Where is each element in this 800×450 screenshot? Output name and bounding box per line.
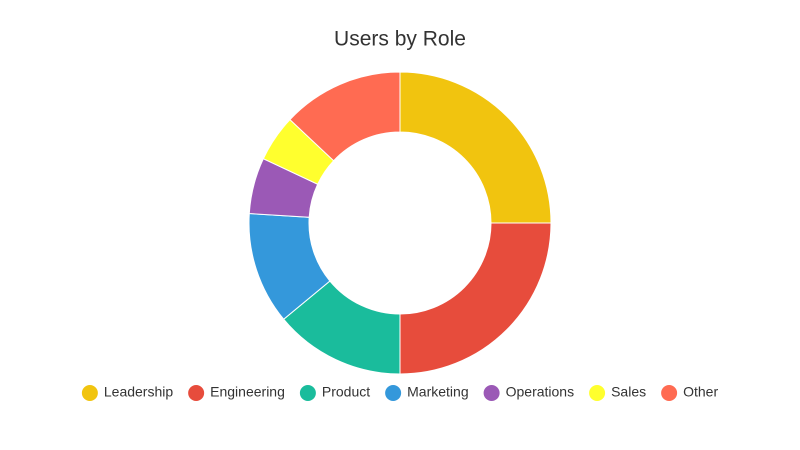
donut-segment bbox=[399, 222, 552, 375]
legend-label: Sales bbox=[611, 384, 646, 400]
legend-label: Leadership bbox=[104, 384, 173, 400]
legend-marker bbox=[483, 385, 500, 401]
legend-marker bbox=[385, 385, 402, 401]
legend-marker bbox=[81, 385, 98, 401]
legend-marker bbox=[299, 385, 316, 401]
legend-label: Other bbox=[683, 384, 718, 400]
legend-label: Marketing bbox=[407, 384, 468, 400]
donut-segment bbox=[289, 71, 401, 162]
legend: Leadership Engineering Product Marketing Ope… bbox=[81, 384, 718, 401]
legend-marker bbox=[188, 385, 205, 401]
legend-marker bbox=[661, 385, 678, 401]
legend-marker bbox=[589, 385, 606, 401]
legend-label: Operations bbox=[506, 384, 574, 400]
donut-segment bbox=[399, 71, 552, 224]
legend-label: Product bbox=[322, 384, 370, 400]
chart-title: Users by Role bbox=[334, 28, 466, 51]
legend-label: Engineering bbox=[210, 384, 285, 400]
